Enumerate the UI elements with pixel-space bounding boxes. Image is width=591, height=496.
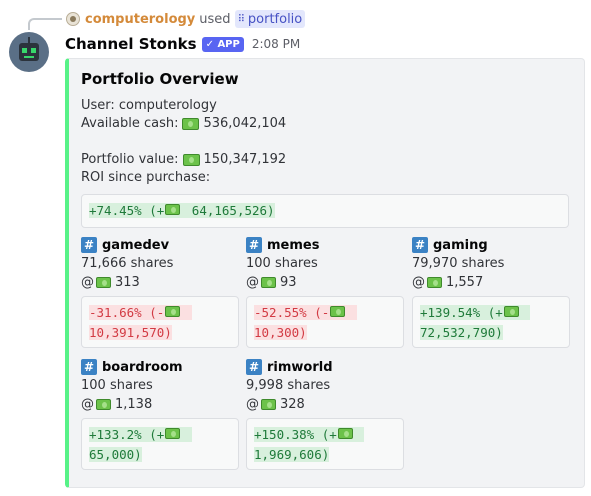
reply-connector [28,18,62,30]
robot-antenna-icon [28,37,30,43]
command-mention[interactable]: ⠿ portfolio [234,10,306,28]
dollar-banknote-icon [96,277,111,288]
delta-value: +139.54% (+ 72,532,790) [420,305,531,340]
dollar-banknote-icon [427,277,442,288]
shares-count: 100 shares [246,256,318,271]
user-line: User: computerology [81,98,217,113]
shares-count: 100 shares [81,378,153,393]
at-sign: @ [246,397,259,412]
dollar-banknote-icon [182,117,200,130]
timestamp[interactable]: 2:08 PM [251,37,301,51]
holding-field: # gaming 79,970 shares @1,557 +139.54% (+… [412,236,570,348]
shares-count: 71,666 shares [81,256,174,271]
delta-code-block: +139.54% (+ 72,532,790) [412,296,570,348]
hashtag-channel-icon: # [81,359,97,375]
reply-username[interactable]: computerology [85,11,196,27]
slash-command-icon: ⠿ [237,13,245,25]
delta-code-block: +150.38% (+ 1,969,606) [246,418,404,470]
embed-title: Portfolio Overview [81,70,239,88]
holding-field: # gamedev 71,666 shares @313 -31.66% (- 1… [81,236,239,348]
author-name[interactable]: Channel Stonks [65,35,197,53]
dollar-banknote-icon [182,153,200,166]
cash-line: Available cash: 536,042,104 [81,116,286,131]
portfolio-value: 150,347,192 [203,152,287,167]
reply-avatar-icon[interactable] [66,12,80,26]
cash-label: Available cash: [81,116,179,131]
bot-avatar[interactable] [9,32,49,72]
robot-icon [19,43,39,61]
delta-value: +150.38% (+ 1,969,606) [254,427,365,462]
delta-code-block: -31.66% (- 10,391,570) [81,296,239,348]
price-value: 1,557 [446,275,484,290]
at-sign: @ [81,397,94,412]
reply-used-text: used [199,11,231,27]
command-name: portfolio [247,11,303,27]
holding-field: # memes 100 shares @93 -52.55% (- 10,300) [246,236,404,348]
delta-code-block: -52.55% (- 10,300) [246,296,404,348]
channel-name[interactable]: gaming [433,237,488,253]
hashtag-channel-icon: # [246,237,262,253]
portfolio-label: Portfolio value: [81,152,179,167]
roi-label: ROI since purchase: [81,170,211,185]
portfolio-embed: Portfolio Overview User: computerology A… [65,58,585,488]
hashtag-channel-icon: # [246,359,262,375]
hashtag-channel-icon: # [81,237,97,253]
holding-field: # rimworld 9,998 shares @328 +150.38% (+ … [246,358,404,470]
holding-field: # boardroom 100 shares @1,138 +133.2% (+ … [81,358,239,470]
dollar-banknote-icon [96,399,111,410]
portfolio-line: Portfolio value: 150,347,192 [81,152,286,167]
channel-name[interactable]: rimworld [267,359,333,375]
hashtag-channel-icon: # [412,237,428,253]
dollar-banknote-icon [503,306,519,317]
app-badge: ✓ APP [201,36,244,52]
channel-name[interactable]: memes [267,237,320,253]
cash-value: 536,042,104 [203,116,287,131]
shares-count: 79,970 shares [412,256,505,271]
dollar-banknote-icon [165,428,181,439]
delta-value: -31.66% (- 10,391,570) [89,305,192,340]
roi-value: +74.45% (+ 64,165,526) [89,203,275,218]
dollar-banknote-icon [165,306,181,317]
delta-value: +133.2% (+ 65,000) [89,427,192,462]
delta-code-block: +133.2% (+ 65,000) [81,418,239,470]
dollar-banknote-icon [165,204,181,215]
reply-context[interactable]: computerology used ⠿ portfolio [66,10,306,28]
at-sign: @ [81,275,94,290]
price-value: 93 [280,275,297,290]
price-value: 328 [280,397,305,412]
message-header: Channel Stonks ✓ APP 2:08 PM [65,34,300,54]
shares-count: 9,998 shares [246,378,331,393]
channel-name[interactable]: gamedev [102,237,170,253]
price-value: 1,138 [115,397,153,412]
roi-code-block: +74.45% (+ 64,165,526) [81,194,569,228]
channel-name[interactable]: boardroom [102,359,183,375]
at-sign: @ [246,275,259,290]
dollar-banknote-icon [261,399,276,410]
delta-value: -52.55% (- 10,300) [254,305,357,340]
dollar-banknote-icon [261,277,276,288]
dollar-banknote-icon [337,428,353,439]
dollar-banknote-icon [330,306,346,317]
price-value: 313 [115,275,140,290]
at-sign: @ [412,275,425,290]
